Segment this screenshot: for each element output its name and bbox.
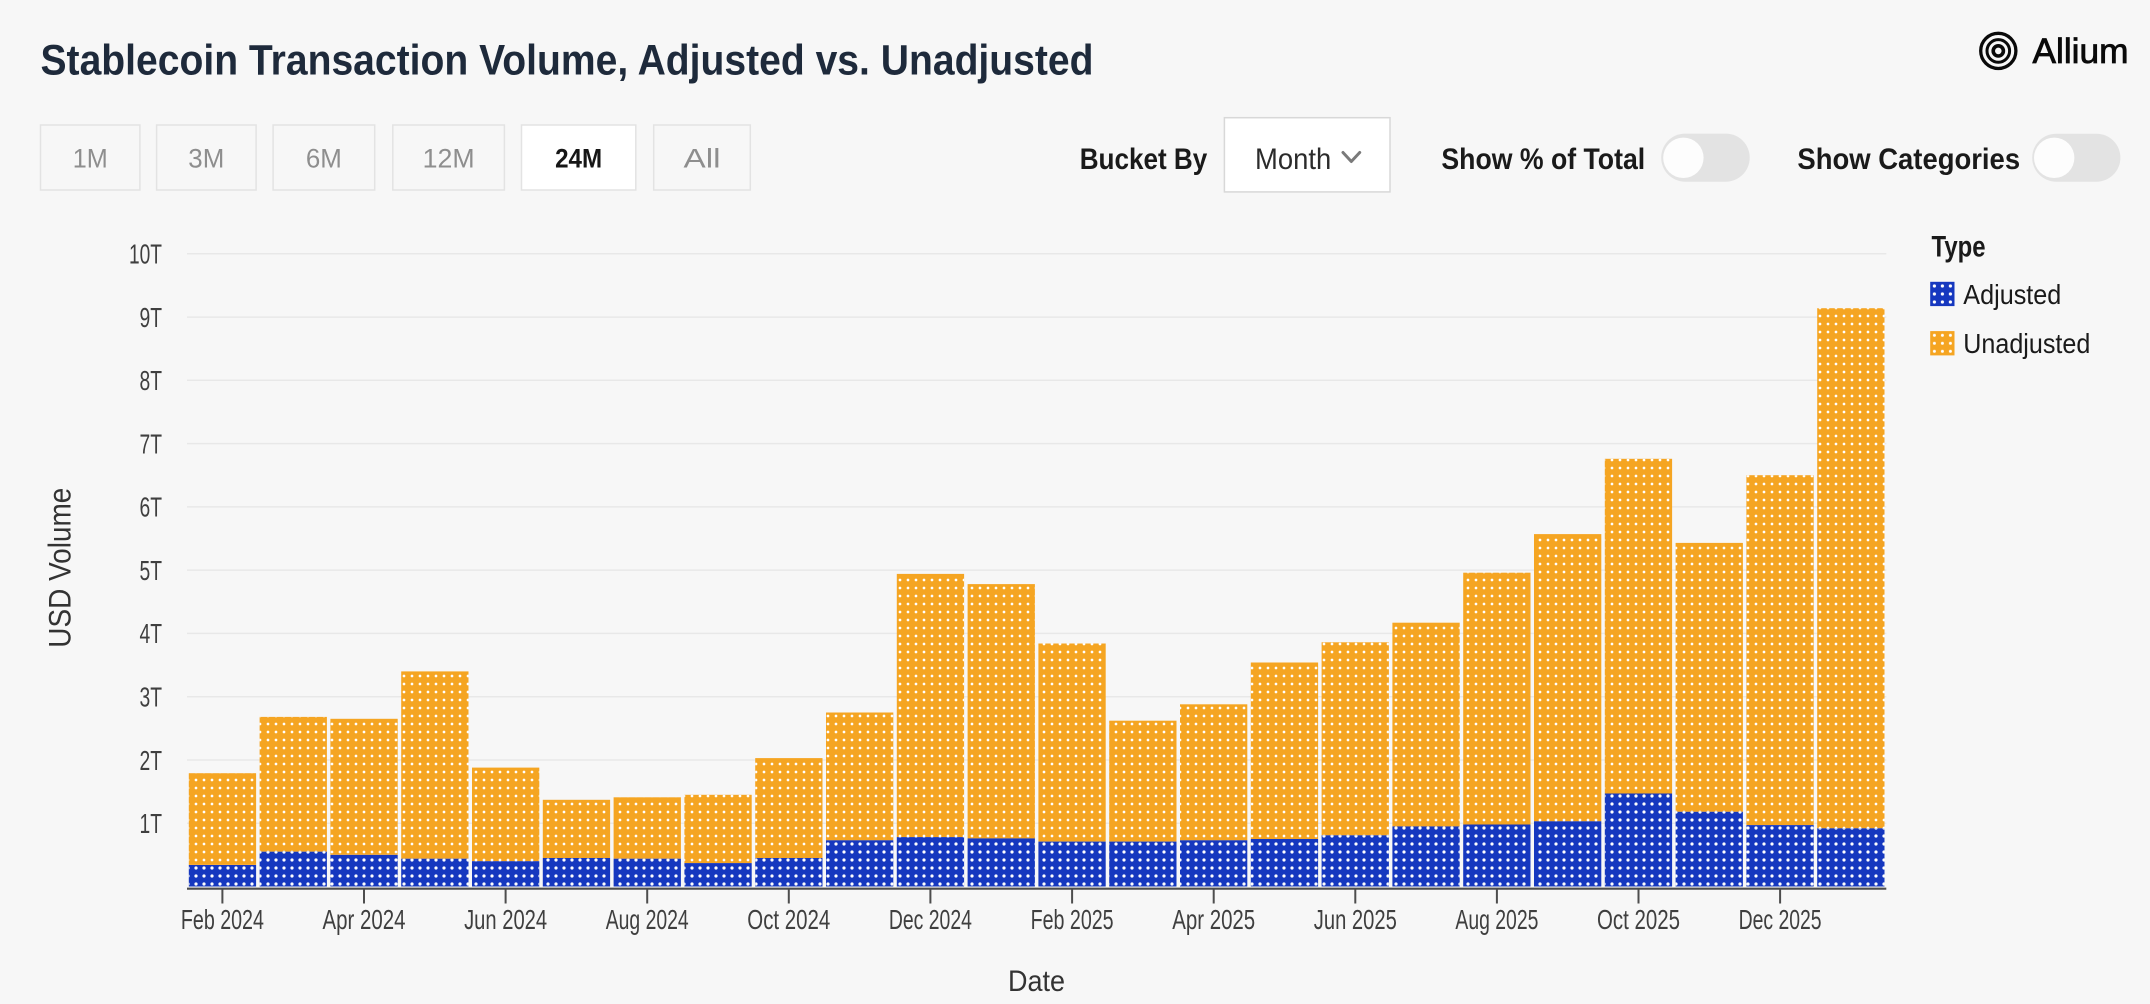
svg-text:Oct 2024: Oct 2024	[747, 904, 830, 935]
svg-text:9T: 9T	[140, 302, 163, 333]
svg-text:24M: 24M	[555, 143, 602, 173]
svg-text:10T: 10T	[129, 239, 162, 270]
svg-text:Dec 2024: Dec 2024	[889, 904, 972, 935]
svg-text:Show % of Total: Show % of Total	[1441, 143, 1645, 176]
svg-text:Unadjusted: Unadjusted	[1963, 328, 2090, 359]
svg-text:Apr 2025: Apr 2025	[1172, 904, 1255, 935]
svg-text:1T: 1T	[140, 808, 163, 839]
svg-text:Jun 2024: Jun 2024	[464, 904, 547, 935]
svg-text:8T: 8T	[140, 365, 163, 396]
svg-text:Dec 2025: Dec 2025	[1739, 904, 1822, 935]
svg-text:Date: Date	[1008, 965, 1065, 998]
svg-text:2T: 2T	[140, 745, 163, 776]
svg-text:4T: 4T	[140, 618, 163, 649]
svg-text:Bucket By: Bucket By	[1080, 143, 1208, 176]
svg-text:Oct 2025: Oct 2025	[1597, 904, 1680, 935]
svg-text:Type: Type	[1932, 231, 1986, 264]
svg-text:Feb 2025: Feb 2025	[1031, 904, 1114, 935]
svg-text:5T: 5T	[140, 555, 163, 586]
svg-text:3M: 3M	[188, 143, 224, 173]
svg-text:6T: 6T	[140, 492, 163, 523]
svg-text:All: All	[684, 143, 721, 173]
svg-text:Apr 2024: Apr 2024	[323, 904, 406, 935]
svg-text:Aug 2024: Aug 2024	[606, 904, 689, 935]
svg-text:Jun 2025: Jun 2025	[1314, 904, 1397, 935]
svg-text:Allium: Allium	[2033, 32, 2129, 71]
svg-text:6M: 6M	[306, 143, 342, 173]
svg-text:Stablecoin Transaction Volume,: Stablecoin Transaction Volume, Adjusted …	[41, 37, 1094, 85]
svg-text:Show Categories: Show Categories	[1797, 143, 2020, 176]
svg-text:Feb 2024: Feb 2024	[181, 904, 264, 935]
svg-text:USD Volume: USD Volume	[42, 488, 78, 648]
svg-text:12M: 12M	[423, 143, 475, 173]
svg-text:Month: Month	[1255, 143, 1331, 176]
svg-text:Adjusted: Adjusted	[1963, 279, 2061, 310]
svg-text:3T: 3T	[140, 682, 163, 713]
svg-text:1M: 1M	[73, 143, 108, 173]
svg-text:7T: 7T	[140, 428, 163, 459]
svg-text:Aug 2025: Aug 2025	[1455, 904, 1538, 935]
